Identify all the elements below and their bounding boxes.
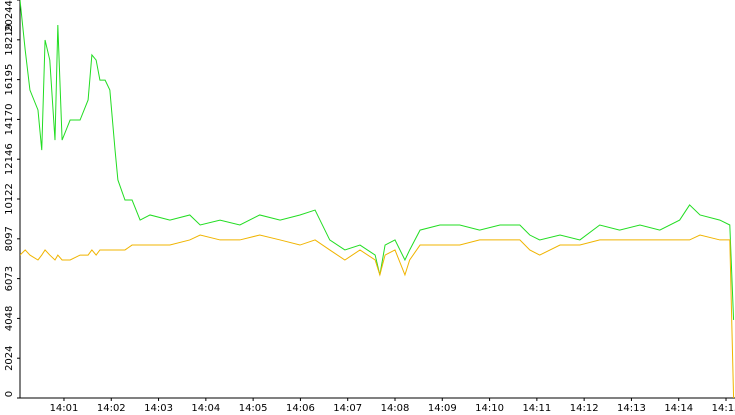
series-line [20, 0, 735, 320]
x-tick-label: 14:12 [570, 403, 599, 414]
x-tick-label: 14:13 [617, 403, 646, 414]
x-tick-label: 14:09 [428, 403, 457, 414]
y-tick-label: 8097 [4, 226, 15, 251]
x-tick-label: 14:06 [286, 403, 315, 414]
x-tick-label: 14:05 [239, 403, 268, 414]
x-tick-label: 14:11 [522, 403, 551, 414]
y-tick-label: 20244 [4, 0, 15, 32]
y-tick-label: 12146 [4, 143, 15, 175]
x-tick-label: 14:15 [712, 403, 735, 414]
x-tick-label: 14:02 [97, 403, 126, 414]
y-tick-label: 0 [4, 391, 15, 397]
x-tick-label: 14:14 [664, 403, 693, 414]
y-tick-label: 18219 [4, 24, 15, 56]
y-tick-label: 16195 [4, 64, 15, 96]
x-tick-label: 14:07 [333, 403, 362, 414]
x-tick-label: 14:01 [50, 403, 79, 414]
y-tick-label: 6073 [4, 266, 15, 291]
y-tick-label: 2024 [4, 345, 15, 370]
series-line [20, 234, 735, 398]
x-tick-label: 14:08 [381, 403, 410, 414]
plot-area [20, 0, 735, 398]
y-tick-label: 14170 [4, 104, 15, 136]
x-tick-label: 14:04 [191, 403, 220, 414]
x-tick-label: 14:03 [144, 403, 173, 414]
x-tick-label: 14:10 [475, 403, 504, 414]
y-tick-label: 4048 [4, 306, 15, 331]
y-tick-label: 10122 [4, 183, 15, 215]
